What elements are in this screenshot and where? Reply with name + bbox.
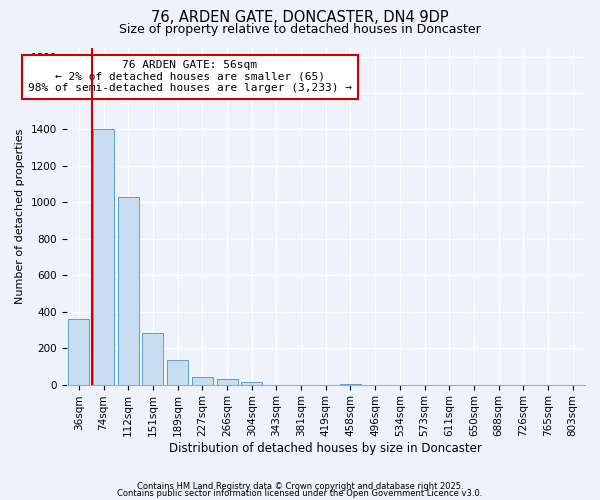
Text: 76 ARDEN GATE: 56sqm
← 2% of detached houses are smaller (65)
98% of semi-detach: 76 ARDEN GATE: 56sqm ← 2% of detached ho… bbox=[28, 60, 352, 94]
Text: Size of property relative to detached houses in Doncaster: Size of property relative to detached ho… bbox=[119, 22, 481, 36]
Bar bbox=[118, 197, 139, 384]
X-axis label: Distribution of detached houses by size in Doncaster: Distribution of detached houses by size … bbox=[169, 442, 482, 455]
Text: Contains public sector information licensed under the Open Government Licence v3: Contains public sector information licen… bbox=[118, 490, 482, 498]
Bar bbox=[68, 319, 89, 384]
Text: Contains HM Land Registry data © Crown copyright and database right 2025.: Contains HM Land Registry data © Crown c… bbox=[137, 482, 463, 491]
Bar bbox=[241, 382, 262, 384]
Y-axis label: Number of detached properties: Number of detached properties bbox=[15, 128, 25, 304]
Bar bbox=[217, 380, 238, 384]
Bar bbox=[142, 332, 163, 384]
Bar bbox=[167, 360, 188, 384]
Bar bbox=[93, 130, 114, 384]
Bar bbox=[192, 377, 213, 384]
Text: 76, ARDEN GATE, DONCASTER, DN4 9DP: 76, ARDEN GATE, DONCASTER, DN4 9DP bbox=[151, 10, 449, 25]
